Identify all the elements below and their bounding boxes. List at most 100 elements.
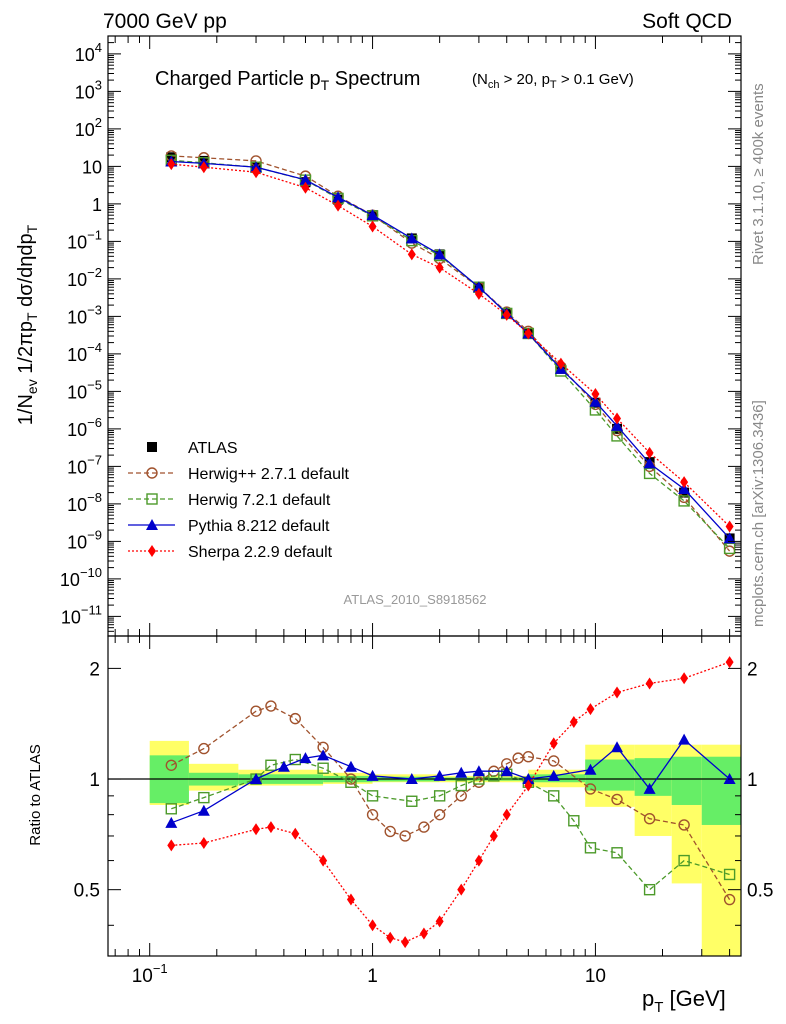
y-tick-label: 10−9: [67, 527, 102, 552]
main-pythia-point: [332, 191, 345, 203]
main-sherpa-point: [680, 476, 689, 489]
legend-marker: [146, 519, 158, 530]
ratio-herwigpp-point: [723, 893, 736, 906]
ratio-pythia-point: [366, 769, 379, 781]
main-herwig7-point: [678, 495, 690, 507]
ratio-pythia-point: [584, 763, 597, 775]
band-stat: [585, 759, 635, 791]
ratio-sherpa-series: [167, 656, 734, 949]
ratio-herwigpp-point: [678, 819, 690, 831]
main-pythia-point: [643, 457, 656, 469]
ratio-pythia-point: [197, 804, 210, 816]
y-tick-label: 10−1: [67, 227, 102, 252]
ratio-herwig7-point: [366, 790, 379, 802]
y-tick-label: 1: [92, 195, 102, 215]
y-axis-title-main: 1/Nev 1/2πpT dσ/dηdpT: [15, 224, 40, 425]
ratio-sherpa-point: [346, 893, 355, 906]
legend-label: ATLAS: [188, 440, 238, 457]
main-sherpa-point: [407, 248, 416, 261]
ratio-sherpa-point: [645, 677, 654, 690]
main-sherpa-point: [334, 199, 343, 212]
ratio-pythia-point: [472, 765, 485, 777]
ratio-y-tick-label: 2: [89, 659, 100, 680]
ratio-pythia-point: [317, 749, 330, 761]
ratio-y-tick-label-right: 1: [747, 770, 758, 791]
ratio-pythia-point: [405, 773, 418, 785]
ratio-pythia-point: [299, 752, 312, 764]
ratio-pythia-point: [277, 760, 290, 772]
y-tick-label: 10−5: [67, 377, 102, 402]
chart-title: Charged Particle pT Spectrum: [155, 68, 420, 93]
legend-label: Herwig++ 2.7.1 default: [188, 466, 350, 483]
ratio-sherpa-point: [419, 927, 428, 940]
x-tick-label: 10: [585, 966, 606, 987]
main-herwig7-line: [171, 159, 731, 549]
legend-marker: [148, 545, 156, 557]
main-sherpa-point: [556, 357, 565, 370]
ratio-y-tick-label: 1: [89, 770, 100, 791]
main-sherpa-series: [167, 158, 734, 533]
ratio-sherpa-point: [524, 779, 533, 792]
y-tick-label: 10−7: [67, 452, 102, 477]
band-stat: [701, 756, 741, 825]
main-sherpa-point: [524, 327, 533, 340]
y-tick-label: 10: [82, 157, 102, 177]
ratio-pythia-point: [643, 782, 656, 794]
main-herwigpp-point: [723, 545, 736, 557]
ratio-herwig7-point: [643, 883, 656, 896]
ratio-herwig7-point: [433, 790, 446, 802]
legend-marker: [147, 442, 157, 452]
legend-label: Sherpa 2.2.9 default: [188, 544, 333, 561]
ratio-herwigpp-point: [611, 793, 623, 806]
ratio-herwigpp-point: [399, 830, 411, 842]
ratio-sherpa-point: [401, 936, 410, 949]
main-sherpa-point: [502, 308, 511, 321]
ratio-herwigpp-point: [165, 759, 177, 771]
ratio-pythia-point: [611, 741, 624, 753]
ratio-sherpa-point: [680, 672, 689, 685]
ratio-herwigpp-point: [643, 812, 656, 825]
main-sherpa-point: [725, 520, 734, 533]
ratio-herwigpp-point: [289, 712, 301, 725]
main-sherpa-point: [435, 261, 444, 274]
analysis-id: ATLAS_2010_S8918562: [344, 592, 487, 607]
ratio-sherpa-point: [613, 686, 622, 699]
ratio-herwigpp-point: [384, 825, 396, 838]
ratio-herwigpp-point: [584, 783, 597, 795]
x-tick-label: 1: [367, 966, 378, 987]
ratio-herwig7-point: [165, 803, 177, 815]
chart-subtitle: (Nch > 20, pT > 0.1 GeV): [472, 71, 634, 91]
ratio-herwig7-point: [317, 762, 329, 774]
ratio-herwig7-point: [611, 847, 623, 859]
ratio-pythia-point: [500, 765, 513, 777]
ratio-sherpa-point: [725, 656, 734, 669]
main-sherpa-point: [613, 412, 622, 425]
ratio-pythia-point: [250, 773, 263, 785]
y-tick-label: 10−11: [61, 602, 102, 627]
ratio-herwig7-point: [548, 790, 560, 802]
main-sherpa-point: [199, 161, 208, 174]
y-tick-label: 102: [75, 115, 102, 140]
main-sherpa-point: [368, 220, 377, 233]
ratio-sherpa-point: [291, 827, 300, 840]
main-sherpa-point: [252, 166, 261, 179]
legend-label: Pythia 8.212 default: [188, 518, 330, 535]
ratio-herwig7-point: [568, 815, 580, 827]
ratio-herwig7-point: [723, 868, 736, 881]
side-label-bottom: mcplots.cern.ch [arXiv:1306.3436]: [750, 400, 767, 627]
y-tick-label: 10−4: [67, 340, 102, 365]
header-left: 7000 GeV pp: [103, 10, 227, 33]
ratio-herwig7-point: [678, 854, 690, 867]
main-sherpa-point: [645, 446, 654, 459]
ratio-herwigpp-point: [198, 742, 210, 755]
legend: ATLAS Herwig++ 2.7.1 default Herwig 7.2.1 …: [128, 440, 350, 561]
ratio-pythia-point: [547, 769, 560, 781]
main-pythia-point: [299, 173, 312, 185]
ratio-pythia-series: [165, 733, 736, 828]
x-tick-label: 10−1: [132, 961, 168, 987]
ratio-sherpa-point: [266, 821, 275, 834]
y-tick-label: 10−6: [67, 415, 102, 440]
ratio-herwigpp-point: [522, 751, 535, 763]
y-tick-label: 10−10: [60, 565, 102, 590]
ratio-sherpa-point: [252, 823, 261, 836]
